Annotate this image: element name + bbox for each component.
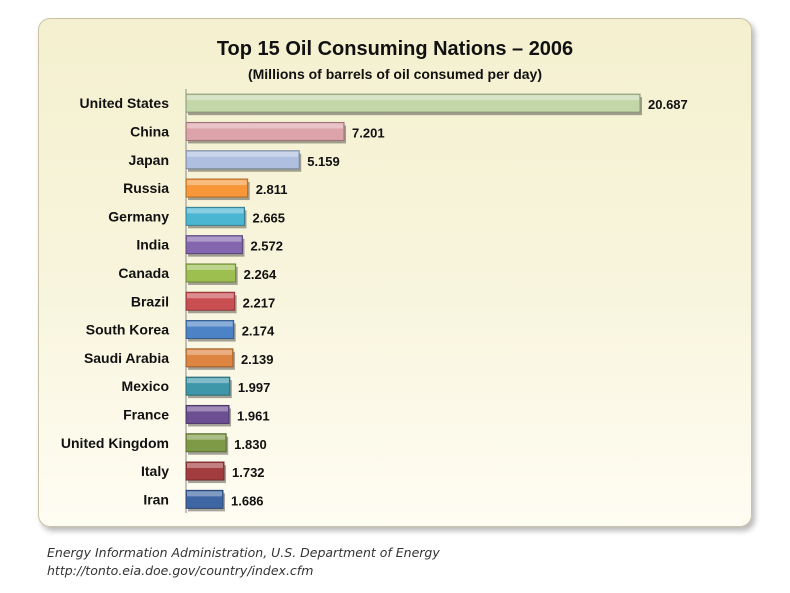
bar-highlight — [187, 378, 229, 384]
category-label: Saudi Arabia — [84, 350, 169, 366]
category-label: Italy — [141, 463, 169, 479]
bar-china — [185, 121, 345, 141]
category-label: Russia — [123, 180, 169, 196]
bar-canada — [185, 263, 237, 283]
bar-iran — [185, 489, 224, 509]
value-label: 1.961 — [237, 408, 270, 423]
category-label: China — [130, 123, 169, 139]
bar-highlight — [187, 406, 229, 412]
value-label: 2.217 — [243, 295, 276, 310]
bar-highlight — [187, 491, 223, 497]
category-label: United States — [80, 95, 170, 111]
bar-highlight — [187, 349, 232, 355]
bar-united-states — [185, 93, 641, 113]
bar-france — [185, 404, 230, 424]
category-label: United Kingdom — [61, 435, 169, 451]
chart-card: Top 15 Oil Consuming Nations – 2006 (Mil… — [38, 18, 752, 527]
category-label: Germany — [108, 208, 169, 224]
value-label: 2.264 — [244, 267, 277, 282]
bar-italy — [185, 461, 225, 481]
bar-germany — [185, 206, 245, 226]
bar-chart-plot: United States 20.687 China 7.201 Japan 5.159 R… — [61, 89, 688, 513]
bars-group: United States 20.687 China 7.201 Japan 5.159 R… — [61, 93, 688, 512]
value-label: 1.997 — [238, 380, 271, 395]
value-label: 7.201 — [352, 125, 385, 140]
bar-highlight — [187, 208, 244, 214]
source-line-2: http://tonto.eia.doe.gov/country/index.c… — [47, 563, 314, 578]
source-line-1: Energy Information Administration, U.S. … — [47, 545, 440, 560]
bar-highlight — [187, 180, 247, 186]
bar-russia — [185, 178, 249, 198]
source-note: Energy Information Administration, U.S. … — [47, 544, 440, 580]
value-label: 2.665 — [252, 210, 285, 225]
chart-subtitle: (Millions of barrels of oil consumed per… — [247, 66, 543, 82]
value-label: 1.830 — [234, 437, 267, 452]
category-label: Iran — [143, 491, 169, 507]
bar-highlight — [187, 463, 224, 469]
bar-united-kingdom — [185, 433, 227, 453]
chart-title: Top 15 Oil Consuming Nations – 2006 — [216, 38, 574, 60]
bar-highlight — [187, 293, 234, 299]
value-label: 1.732 — [232, 465, 265, 480]
bar-brazil — [185, 291, 236, 311]
bar-japan — [185, 150, 300, 170]
category-label: Japan — [129, 152, 169, 168]
bar-highlight — [187, 434, 226, 440]
bar-highlight — [187, 123, 344, 129]
value-label: 2.174 — [242, 324, 275, 339]
bar-saudi-arabia — [185, 348, 234, 368]
bar-highlight — [187, 264, 235, 270]
value-label: 2.139 — [241, 352, 274, 367]
category-label: Brazil — [131, 293, 169, 309]
value-label: 1.686 — [231, 493, 264, 508]
category-label: Mexico — [122, 378, 169, 394]
category-label: Canada — [118, 265, 169, 281]
bar-south-korea — [185, 320, 235, 340]
value-label: 2.572 — [250, 239, 283, 254]
value-label: 5.159 — [307, 154, 340, 169]
bar-india — [185, 235, 243, 255]
category-label: India — [136, 237, 169, 253]
category-label: South Korea — [86, 322, 169, 338]
bar-mexico — [185, 376, 231, 396]
value-label: 20.687 — [648, 97, 688, 112]
category-label: France — [123, 406, 169, 422]
value-label: 2.811 — [256, 182, 288, 197]
bar-highlight — [187, 321, 233, 327]
bar-highlight — [187, 151, 299, 157]
bar-highlight — [187, 236, 242, 242]
bar-highlight — [187, 95, 639, 101]
